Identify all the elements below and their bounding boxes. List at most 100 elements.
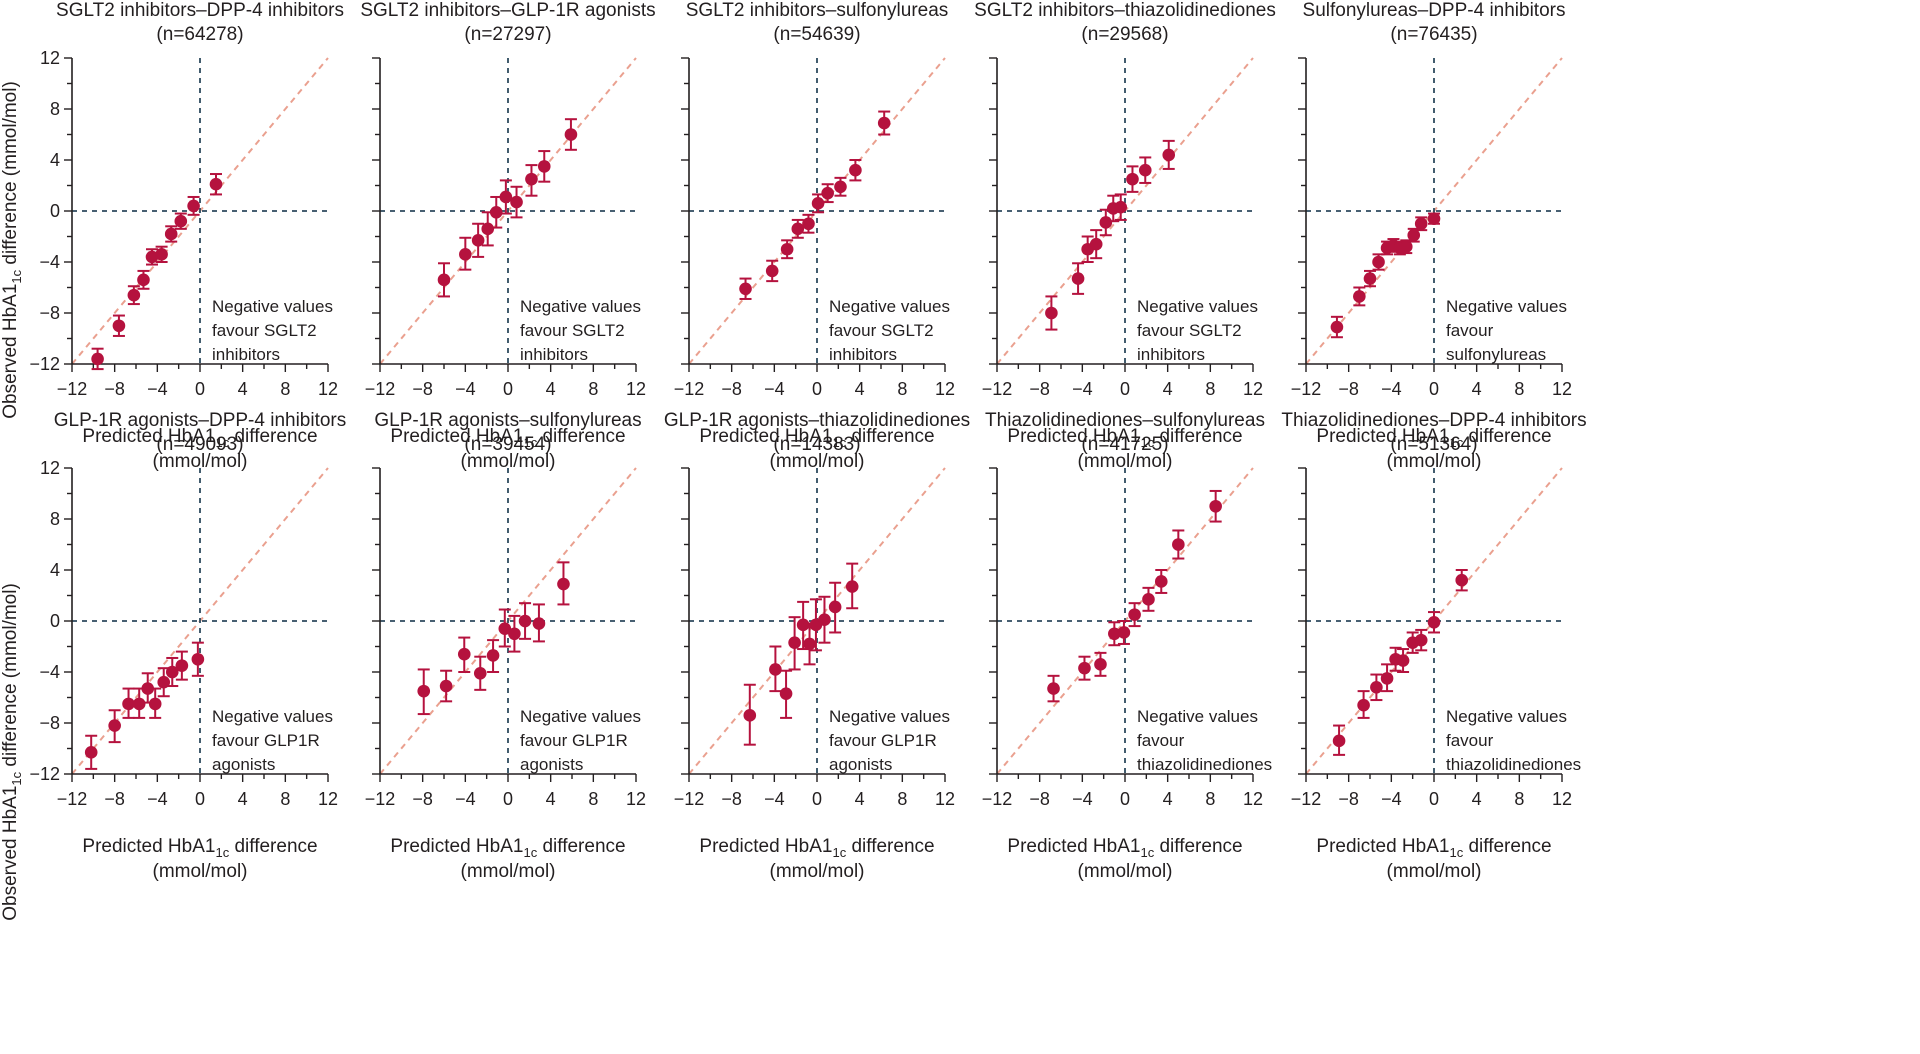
- data-point: [1363, 269, 1377, 288]
- data-point: [1108, 621, 1121, 647]
- x-tick-label: −12: [1291, 379, 1322, 399]
- x-tick-label: −12: [57, 379, 88, 399]
- x-axis-label-units: (mmol/mol): [461, 451, 556, 472]
- y-tick-label: 0: [50, 611, 60, 631]
- point-marker: [828, 600, 842, 614]
- panel-title: SGLT2 inhibitors–sulfonylureas: [686, 0, 949, 21]
- x-tick-label: −8: [1029, 789, 1050, 809]
- point-marker: [1357, 698, 1370, 712]
- y-tick-label: 0: [50, 201, 60, 221]
- x-tick-label: 4: [855, 379, 865, 399]
- data-point: [564, 118, 578, 151]
- point-marker: [191, 652, 205, 666]
- point-marker: [1045, 306, 1058, 320]
- data-point: [148, 687, 162, 719]
- panel-subtitle: (n=49093): [156, 434, 243, 455]
- point-marker: [165, 665, 179, 679]
- point-marker: [1078, 661, 1091, 675]
- point-marker: [788, 636, 801, 649]
- annotation-line: favour: [1446, 321, 1494, 340]
- data-point: [1399, 239, 1413, 255]
- x-axis-label-units: (mmol/mol): [1078, 861, 1173, 882]
- point-marker: [1332, 734, 1346, 748]
- annotation-line: Negative values: [1137, 297, 1258, 316]
- x-tick-label: 4: [546, 789, 556, 809]
- x-tick-label: −4: [455, 789, 476, 809]
- annotation-line: favour SGLT2: [829, 321, 934, 340]
- annotation-line: favour SGLT2: [212, 321, 317, 340]
- x-tick-label: 4: [1472, 789, 1482, 809]
- x-tick-label: 12: [626, 379, 646, 399]
- data-point: [780, 239, 794, 260]
- point-marker: [1099, 216, 1113, 229]
- data-point: [821, 183, 834, 204]
- data-point: [486, 639, 500, 673]
- point-marker: [127, 288, 141, 302]
- panel-subtitle: (n=64278): [156, 24, 243, 45]
- point-marker: [1414, 217, 1428, 231]
- x-axis-label-units: (mmol/mol): [461, 861, 556, 882]
- point-marker: [849, 163, 862, 177]
- x-tick-label: −8: [721, 789, 742, 809]
- annotation-line: thiazolidinediones: [1137, 755, 1272, 774]
- data-point: [108, 709, 121, 744]
- x-axis-label-units: (mmol/mol): [770, 451, 865, 472]
- point-marker: [175, 659, 189, 672]
- point-marker: [1407, 228, 1421, 242]
- y-tick-label: 4: [50, 560, 60, 580]
- point-marker: [489, 205, 503, 219]
- point-marker: [1427, 212, 1441, 225]
- x-tick-label: 12: [1243, 379, 1263, 399]
- panel-5: Sulfonylureas–DPP-4 inhibitors (n=76435) −…: [1291, 0, 1572, 472]
- annotation-line: agonists: [520, 755, 583, 774]
- data-point: [1332, 724, 1346, 756]
- x-tick-label: 12: [1243, 789, 1263, 809]
- point-marker: [471, 234, 485, 247]
- point-marker: [1138, 163, 1152, 177]
- point-marker: [1142, 593, 1155, 606]
- data-point: [145, 248, 159, 266]
- data-point: [1353, 286, 1366, 307]
- point-marker: [1172, 538, 1185, 551]
- data-point: [457, 636, 471, 673]
- data-point: [191, 641, 205, 677]
- point-marker: [1114, 200, 1128, 214]
- x-axis-label: Predicted HbA11c difference: [1316, 426, 1551, 450]
- annotation-line: Negative values: [520, 297, 641, 316]
- data-point: [209, 173, 223, 196]
- annotation-line: favour SGLT2: [1137, 321, 1242, 340]
- point-marker: [417, 684, 431, 698]
- point-marker: [877, 116, 891, 130]
- panel-1: SGLT2 inhibitors–DPP-4 inhibitors (n=6427…: [29, 0, 344, 472]
- data-point: [155, 245, 168, 263]
- annotation-line: Negative values: [829, 297, 950, 316]
- data-point: [1370, 673, 1383, 702]
- x-axis-label-units: (mmol/mol): [153, 861, 248, 882]
- data-point: [877, 110, 891, 136]
- x-tick-label: 12: [318, 379, 338, 399]
- point-marker: [486, 649, 500, 662]
- annotation-line: inhibitors: [1137, 345, 1205, 364]
- x-tick-label: 4: [1163, 379, 1173, 399]
- data-point: [1154, 569, 1168, 594]
- point-marker: [108, 719, 121, 732]
- point-marker: [164, 227, 178, 241]
- data-point: [803, 622, 816, 666]
- point-marker: [155, 248, 168, 261]
- point-marker: [1353, 290, 1366, 303]
- annotation-line: Negative values: [1446, 707, 1567, 726]
- point-marker: [769, 663, 782, 676]
- panel-title: GLP-1R agonists–sulfonylureas: [374, 410, 641, 431]
- x-tick-label: −8: [1029, 379, 1050, 399]
- annotation-line: inhibitors: [520, 345, 588, 364]
- x-tick-label: −8: [104, 789, 125, 809]
- data-point: [1047, 674, 1060, 703]
- panel-9: Thiazolidinediones–sulfonylureas (n=41725…: [982, 410, 1272, 882]
- point-marker: [439, 679, 453, 693]
- x-tick-label: 0: [195, 379, 205, 399]
- x-tick-label: −12: [365, 379, 396, 399]
- annotation-line: inhibitors: [829, 345, 897, 364]
- x-tick-label: −12: [674, 789, 705, 809]
- data-point: [175, 650, 189, 681]
- x-tick-label: −4: [1072, 379, 1093, 399]
